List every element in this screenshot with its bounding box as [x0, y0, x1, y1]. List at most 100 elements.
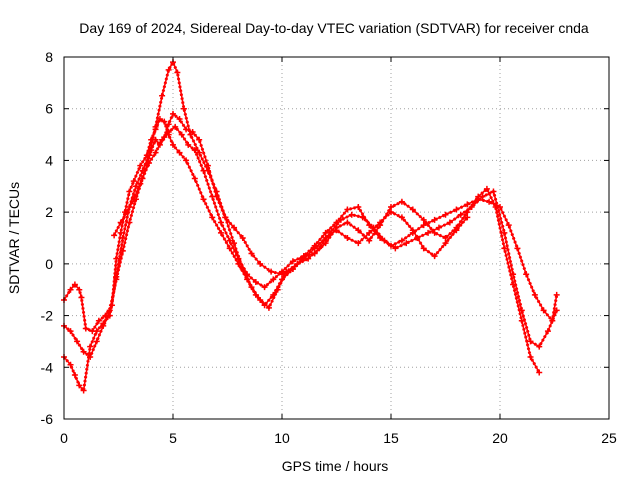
data-point	[93, 338, 100, 345]
data-point	[265, 304, 272, 311]
data-point	[124, 209, 131, 216]
data-point	[204, 162, 211, 169]
data-point	[355, 227, 362, 234]
series-trace-3	[61, 123, 543, 376]
data-point	[87, 343, 94, 350]
data-point	[76, 382, 83, 389]
y-axis-ticks: -6 -4 -2 0 2 4 6 8	[41, 49, 609, 427]
data-point	[381, 237, 388, 244]
data-point	[536, 369, 543, 376]
data-point	[344, 235, 351, 241]
data-point	[453, 206, 460, 213]
data-point	[93, 328, 100, 335]
data-point	[398, 214, 405, 221]
data-point	[67, 361, 74, 368]
data-point	[464, 214, 471, 221]
data-point	[231, 224, 238, 231]
data-point	[196, 136, 203, 143]
data-point	[420, 222, 427, 229]
data-point	[148, 147, 155, 154]
data-point	[392, 245, 399, 252]
data-point	[137, 180, 144, 187]
data-point	[540, 307, 547, 314]
data-point	[442, 240, 449, 247]
data-point	[348, 211, 355, 218]
data-point	[111, 232, 118, 239]
data-point	[165, 66, 172, 73]
data-point	[130, 196, 137, 203]
chart-title: Day 169 of 2024, Sidereal Day-to-day VTE…	[79, 20, 589, 36]
data-point	[420, 216, 427, 223]
data-point	[159, 92, 166, 99]
data-point	[431, 253, 438, 260]
data-point	[333, 227, 340, 234]
data-point	[486, 198, 493, 205]
data-point	[257, 297, 264, 304]
data-point	[322, 240, 329, 247]
data-point	[152, 123, 159, 130]
data-point	[425, 229, 432, 236]
y-tick-label: -4	[41, 359, 54, 375]
data-point	[279, 271, 285, 278]
data-point	[78, 294, 85, 301]
data-point	[553, 291, 560, 298]
data-point	[130, 178, 137, 185]
data-point	[200, 167, 207, 174]
data-point	[222, 214, 229, 221]
data-point	[490, 188, 497, 195]
data-point	[442, 211, 449, 218]
data-point	[126, 219, 133, 226]
data-point	[300, 255, 307, 262]
data-point	[289, 266, 296, 273]
data-point	[289, 258, 296, 265]
x-tick-label: 20	[492, 430, 508, 446]
data-point	[143, 162, 150, 169]
data-point	[248, 250, 255, 257]
data-point	[239, 235, 246, 241]
data-point	[176, 116, 183, 123]
data-point	[113, 276, 120, 283]
data-point	[82, 325, 89, 332]
data-point	[366, 229, 373, 236]
x-tick-label: 15	[383, 430, 399, 446]
data-point	[311, 245, 318, 252]
x-tick-label: 0	[60, 430, 68, 446]
data-point	[398, 198, 405, 205]
data-point	[464, 201, 471, 208]
data-point	[95, 317, 102, 324]
data-point	[464, 209, 471, 216]
data-point	[531, 291, 538, 298]
data-point	[67, 328, 74, 335]
series-trace-4	[111, 110, 471, 278]
data-point	[217, 229, 224, 236]
data-point	[196, 149, 203, 156]
data-point	[523, 271, 530, 278]
data-point	[355, 240, 362, 247]
y-tick-label: 2	[45, 204, 53, 220]
data-point	[106, 307, 113, 314]
data-point	[226, 245, 233, 252]
data-point	[100, 322, 107, 329]
data-point	[172, 123, 179, 130]
data-point	[71, 281, 78, 288]
data-point	[344, 206, 351, 213]
data-point	[322, 235, 329, 241]
data-point	[337, 216, 344, 223]
data-point	[165, 121, 172, 128]
y-tick-label: -2	[41, 308, 54, 324]
data-point	[235, 255, 242, 262]
data-point	[453, 227, 460, 234]
series-markers	[112, 112, 469, 276]
plot-frame	[63, 56, 610, 420]
data-point	[191, 175, 198, 182]
data-point	[501, 229, 508, 236]
data-point	[409, 227, 416, 234]
data-point	[518, 317, 525, 324]
data-point	[388, 209, 394, 216]
data-point	[431, 229, 438, 236]
data-point	[475, 193, 482, 200]
data-point	[183, 157, 190, 164]
data-point	[174, 69, 181, 76]
data-point	[191, 147, 198, 154]
data-point	[67, 286, 74, 293]
